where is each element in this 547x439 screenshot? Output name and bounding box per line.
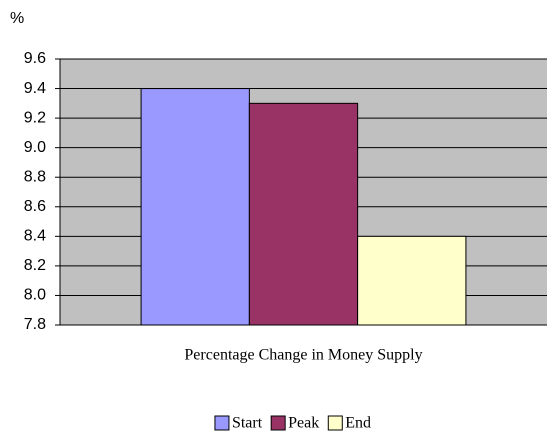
y-tick-label: 8.0 [24,287,46,304]
y-axis-label: % [10,10,24,27]
bar [357,235,467,326]
y-tick-label: 8.8 [24,168,46,185]
bar [140,88,250,326]
y-tick-label: 8.6 [24,198,46,215]
legend-label: Start [232,415,263,432]
y-tick-label: 8.2 [24,257,46,274]
legend-swatch [214,415,230,431]
y-tick-label: 9.2 [24,109,46,126]
x-tick-label: Percentage Change in Money Supply [184,347,422,364]
legend-label: Peak [288,415,319,432]
y-tick-label: 7.8 [24,316,46,333]
y-tick-label: 9.6 [24,50,46,67]
legend-label: End [345,415,371,432]
bar [248,102,359,326]
y-tick-label: 9.4 [24,80,46,97]
legend-swatch [270,415,286,431]
legend-swatch [327,415,343,431]
y-tick-label: 9.0 [24,139,46,156]
y-tick-label: 8.4 [24,228,46,245]
